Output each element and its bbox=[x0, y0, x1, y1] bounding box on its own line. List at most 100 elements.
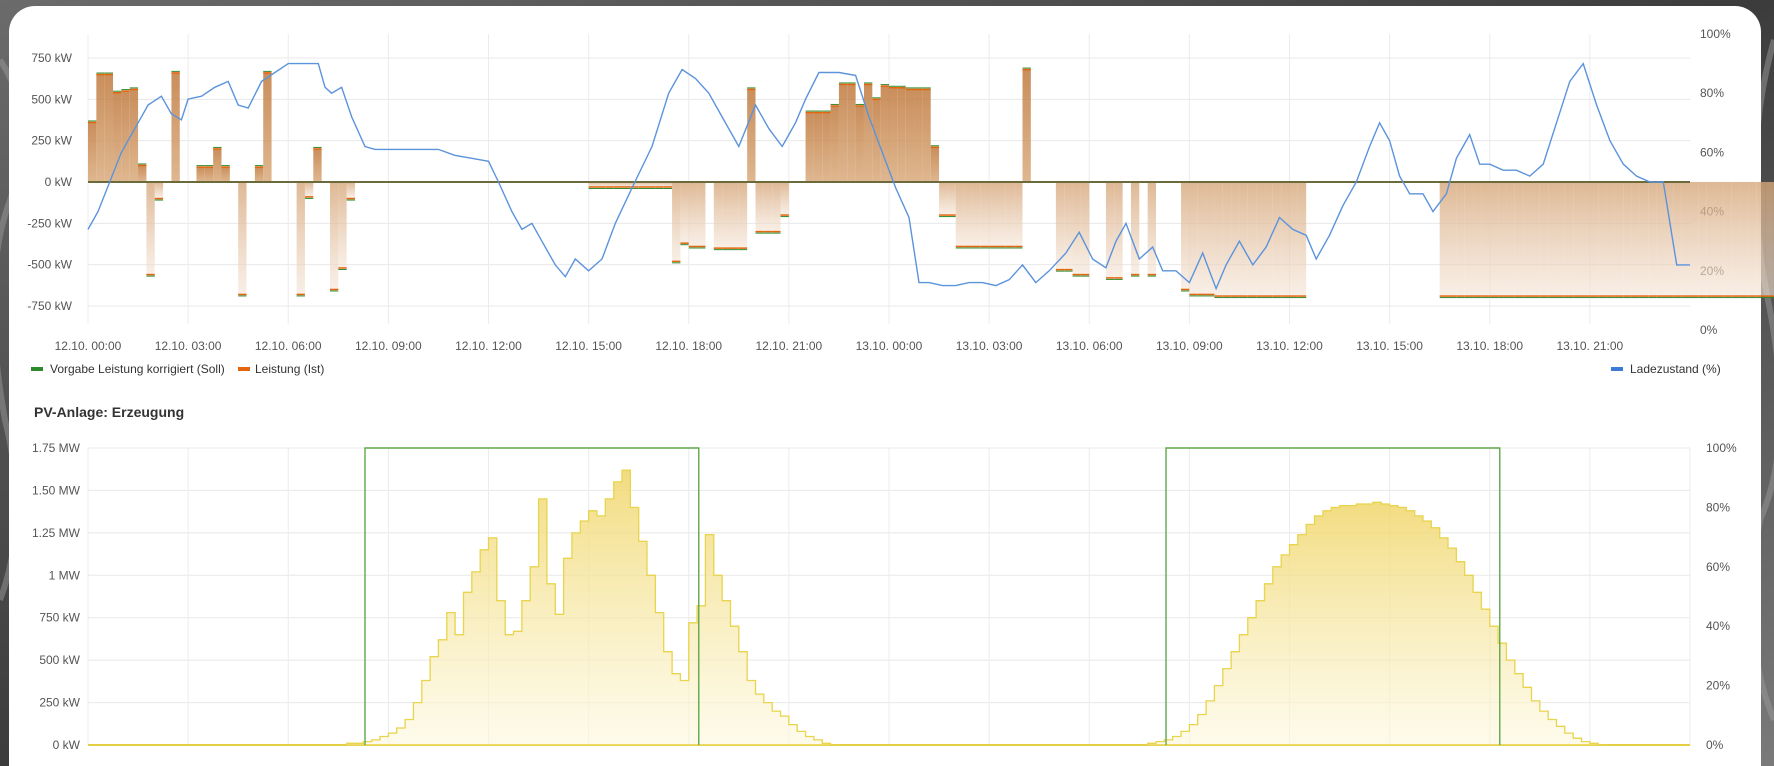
top-chart-legend: Vorgabe Leistung korrigiert (Soll) Leist… bbox=[31, 362, 1721, 376]
power-bar bbox=[1272, 182, 1282, 297]
power-bar bbox=[1765, 182, 1774, 297]
legend-swatch-soll bbox=[31, 367, 43, 371]
power-bar bbox=[730, 182, 739, 249]
power-bar bbox=[605, 182, 614, 187]
power-bar bbox=[1698, 182, 1707, 297]
power-bar bbox=[738, 182, 748, 249]
top-x-tick-label: 12.10. 21:00 bbox=[756, 339, 823, 353]
soc-series bbox=[87, 62, 1690, 291]
power-bar bbox=[905, 89, 915, 182]
power-bar bbox=[964, 182, 973, 247]
power-bar bbox=[1464, 182, 1474, 297]
power-bar bbox=[1214, 182, 1223, 297]
power-bar bbox=[1014, 182, 1023, 247]
power-bar bbox=[1439, 182, 1449, 297]
pv-y-tick-label: 1.50 MW bbox=[32, 483, 81, 497]
power-bar bbox=[1247, 182, 1257, 297]
legend-item-ist[interactable]: Leistung (Ist) bbox=[238, 362, 324, 376]
power-bar bbox=[263, 72, 272, 182]
power-bar bbox=[863, 84, 873, 182]
power-bar bbox=[972, 182, 981, 247]
pv-y-right-tick-label: 40% bbox=[1706, 619, 1730, 633]
power-bar bbox=[238, 182, 247, 295]
pv-chart: 1.75 MW 1.50 MW 1.25 MW 1 MW 750 kW 500 kW 250… bbox=[32, 441, 1737, 752]
power-bar bbox=[1473, 182, 1482, 297]
power-bar bbox=[613, 182, 622, 187]
power-bar bbox=[647, 182, 656, 187]
top-y-right-tick-label: 100% bbox=[1700, 27, 1731, 41]
power-bar bbox=[1648, 182, 1657, 297]
power-bar bbox=[1639, 182, 1649, 297]
top-x-tick-label: 13.10. 12:00 bbox=[1256, 339, 1323, 353]
power-bar bbox=[630, 182, 639, 187]
power-bar bbox=[897, 87, 906, 182]
power-bar bbox=[1681, 182, 1690, 297]
power-bar bbox=[313, 148, 322, 182]
power-bar bbox=[680, 182, 689, 244]
top-y-right-tick-label: 0% bbox=[1700, 323, 1718, 337]
power-bar bbox=[304, 182, 314, 197]
pv-area bbox=[1147, 501, 1607, 746]
top-x-tick-label: 13.10. 21:00 bbox=[1557, 339, 1624, 353]
power-bar bbox=[997, 182, 1006, 247]
top-y-right-tick-label: 80% bbox=[1700, 86, 1724, 100]
legend-item-soll[interactable]: Vorgabe Leistung korrigiert (Soll) bbox=[31, 362, 225, 376]
power-bar bbox=[1147, 182, 1156, 275]
top-chart-x-axis: 12.10. 00:00 12.10. 03:00 12.10. 06:00 12.1… bbox=[55, 339, 1624, 353]
power-bar bbox=[1573, 182, 1582, 297]
power-bar bbox=[1281, 182, 1290, 297]
power-series bbox=[88, 67, 1774, 299]
pv-indicator bbox=[364, 447, 1501, 745]
legend-label-ist: Leistung (Ist) bbox=[255, 362, 324, 376]
power-bar bbox=[1523, 182, 1532, 297]
legend-item-ladezustand[interactable]: Ladezustand (%) bbox=[1611, 362, 1721, 376]
pv-indicator-window bbox=[1165, 447, 1501, 745]
top-chart-y-axis-left: 750 kW 500 kW 250 kW 0 kW -250 kW -500 kW -750… bbox=[27, 51, 72, 313]
power-bar bbox=[204, 167, 214, 182]
power-bar bbox=[1531, 182, 1540, 297]
top-y-tick-label: -750 kW bbox=[27, 299, 72, 313]
power-bar bbox=[1064, 182, 1073, 270]
power-bar bbox=[1498, 182, 1507, 297]
top-x-tick-label: 12.10. 00:00 bbox=[55, 339, 122, 353]
power-bar bbox=[914, 89, 923, 182]
soc-line bbox=[87, 62, 1690, 291]
power-bar bbox=[747, 89, 756, 182]
power-bar bbox=[1231, 182, 1240, 297]
power-bar bbox=[1489, 182, 1499, 297]
pv-y-tick-label: 1 MW bbox=[49, 568, 81, 582]
power-bar bbox=[1481, 182, 1490, 297]
power-bar bbox=[1130, 182, 1140, 275]
power-bar bbox=[1114, 182, 1123, 278]
top-x-tick-label: 13.10. 18:00 bbox=[1456, 339, 1523, 353]
power-bar bbox=[1706, 182, 1716, 297]
power-bar bbox=[955, 182, 965, 247]
top-x-tick-label: 13.10. 03:00 bbox=[956, 339, 1023, 353]
power-bar bbox=[129, 89, 139, 182]
power-bar bbox=[1222, 182, 1232, 297]
power-bar bbox=[672, 182, 681, 262]
pv-y-tick-label: 250 kW bbox=[39, 696, 80, 710]
power-bar bbox=[1606, 182, 1615, 297]
top-y-tick-label: -500 kW bbox=[27, 258, 72, 272]
power-bar bbox=[838, 84, 848, 182]
power-bar bbox=[813, 112, 823, 182]
pv-y-right-tick-label: 20% bbox=[1706, 679, 1730, 693]
power-bar bbox=[96, 74, 105, 182]
power-bar bbox=[638, 182, 648, 187]
power-bar bbox=[1731, 182, 1741, 297]
power-bar bbox=[1005, 182, 1015, 247]
power-bar bbox=[121, 91, 130, 182]
top-x-tick-label: 13.10. 00:00 bbox=[856, 339, 923, 353]
power-bar bbox=[1623, 182, 1632, 297]
power-bar bbox=[805, 112, 814, 182]
power-bar bbox=[329, 182, 339, 290]
power-bar bbox=[880, 86, 889, 182]
top-x-tick-label: 13.10. 15:00 bbox=[1356, 339, 1423, 353]
top-x-tick-label: 12.10. 06:00 bbox=[255, 339, 322, 353]
power-bar bbox=[213, 148, 222, 182]
pv-y-right-tick-label: 60% bbox=[1706, 560, 1730, 574]
power-bar bbox=[338, 182, 347, 268]
power-bar bbox=[939, 182, 948, 216]
